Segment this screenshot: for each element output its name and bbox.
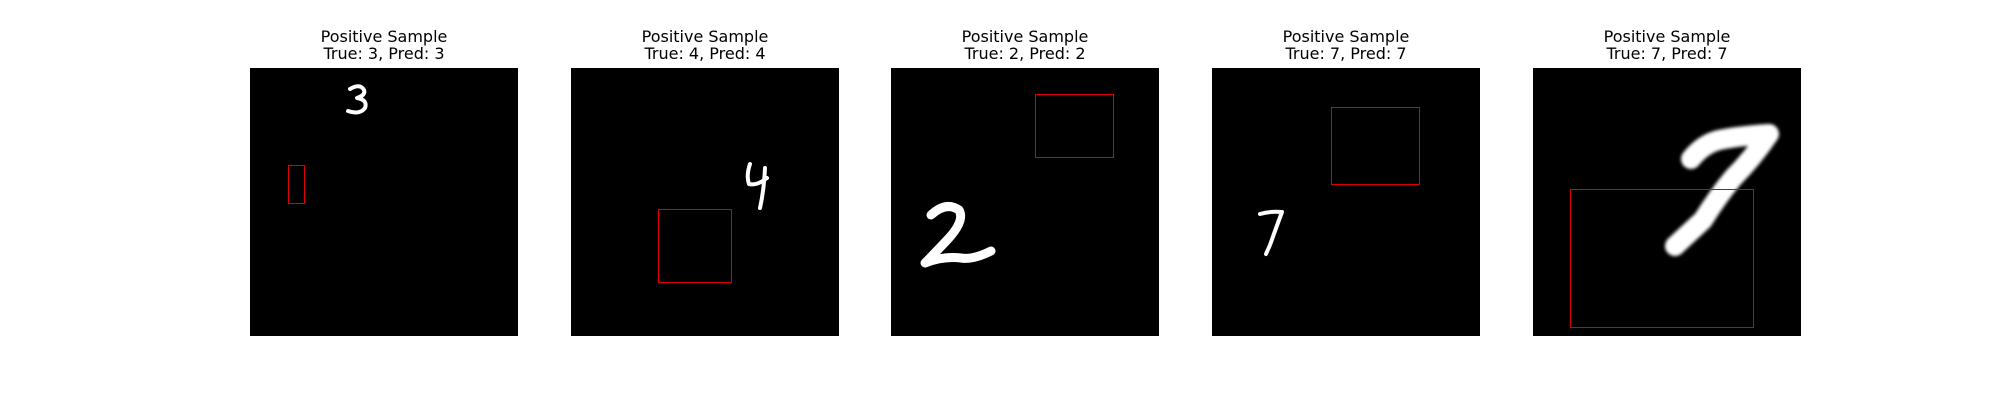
prediction-box	[1035, 94, 1114, 158]
panel-title-line: Positive Sample	[320, 27, 448, 46]
prediction-box	[1331, 107, 1420, 185]
panel-title-line: Positive Sample	[1282, 27, 1410, 46]
digit-image	[1212, 68, 1480, 336]
panel-title: Positive Sample True: 3, Pred: 3	[250, 28, 518, 64]
digit-7-glyph	[1258, 209, 1284, 256]
digit-image	[250, 68, 518, 336]
sample-panel-3: Positive Sample True: 2, Pred: 2	[891, 28, 1159, 336]
panel-subtitle: True: 7, Pred: 7	[1285, 44, 1407, 63]
digit-2-glyph	[920, 201, 996, 268]
digit-image	[891, 68, 1159, 336]
panel-subtitle: True: 2, Pred: 2	[964, 44, 1086, 63]
digit-7-glyph	[1665, 124, 1779, 256]
panel-title: Positive Sample True: 2, Pred: 2	[891, 28, 1159, 64]
digit-image	[571, 68, 839, 336]
panel-subtitle: True: 7, Pred: 7	[1606, 44, 1728, 63]
sample-panel-1: Positive Sample True: 3, Pred: 3	[250, 28, 518, 336]
sample-panel-5: Positive Sample True: 7, Pred: 7	[1533, 28, 1801, 336]
panel-title: Positive Sample True: 7, Pred: 7	[1212, 28, 1480, 64]
panel-title: Positive Sample True: 7, Pred: 7	[1533, 28, 1801, 64]
panel-title-line: Positive Sample	[1603, 27, 1731, 46]
prediction-box	[1570, 189, 1754, 328]
sample-panel-2: Positive Sample True: 4, Pred: 4	[571, 28, 839, 336]
digit-3-glyph	[346, 84, 368, 115]
prediction-box	[658, 209, 732, 283]
sample-panel-4: Positive Sample True: 7, Pred: 7	[1212, 28, 1480, 336]
prediction-box	[288, 165, 305, 204]
panel-title-line: Positive Sample	[961, 27, 1089, 46]
panel-subtitle: True: 3, Pred: 3	[323, 44, 445, 63]
digit-image	[1533, 68, 1801, 336]
panel-title: Positive Sample True: 4, Pred: 4	[571, 28, 839, 64]
panel-title-line: Positive Sample	[641, 27, 769, 46]
panel-subtitle: True: 4, Pred: 4	[644, 44, 766, 63]
digit-4-glyph	[745, 162, 769, 210]
